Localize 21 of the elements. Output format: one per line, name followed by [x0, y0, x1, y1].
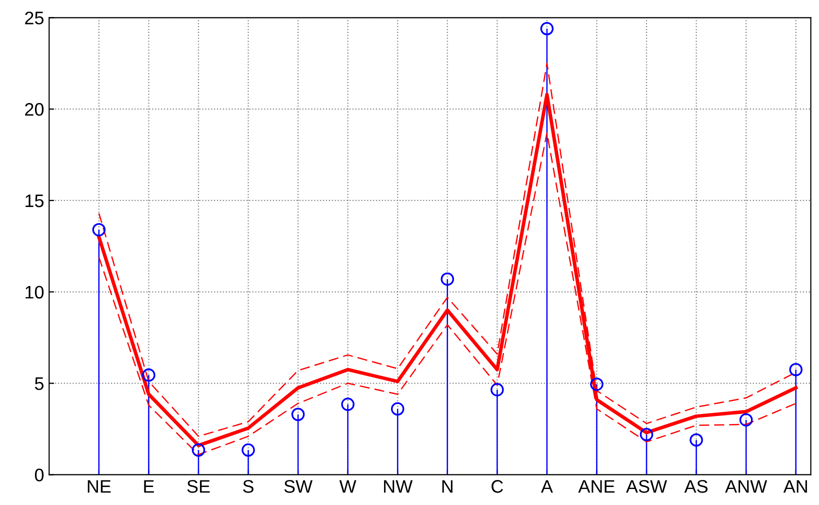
x-tick-label: E: [144, 480, 154, 493]
x-tick-label: NE: [88, 480, 111, 493]
y-tick-label: 25: [25, 12, 44, 24]
x-tick-label: C: [492, 480, 504, 493]
y-tick-label: 5: [34, 377, 44, 390]
x-tick-label: SW: [284, 480, 313, 493]
x-tick-label: S: [243, 480, 254, 493]
x-tick-label: SE: [187, 480, 210, 493]
x-tick-label: AS: [684, 480, 708, 493]
x-tick-label: ANE: [578, 480, 615, 493]
y-tick-label: 20: [25, 103, 44, 116]
x-tick-label: N: [442, 480, 452, 493]
x-tick-label: W: [339, 480, 356, 493]
y-tick-label: 15: [26, 194, 44, 208]
y-tick-label: 0: [34, 468, 44, 482]
x-tick-label: ANW: [725, 480, 768, 493]
x-tick-label: NW: [384, 480, 413, 493]
x-tick-label: ASW: [626, 480, 668, 493]
x-tick-label: A: [540, 480, 553, 493]
x-tick-label: AN: [783, 480, 807, 493]
y-tick-label: 10: [26, 286, 44, 299]
